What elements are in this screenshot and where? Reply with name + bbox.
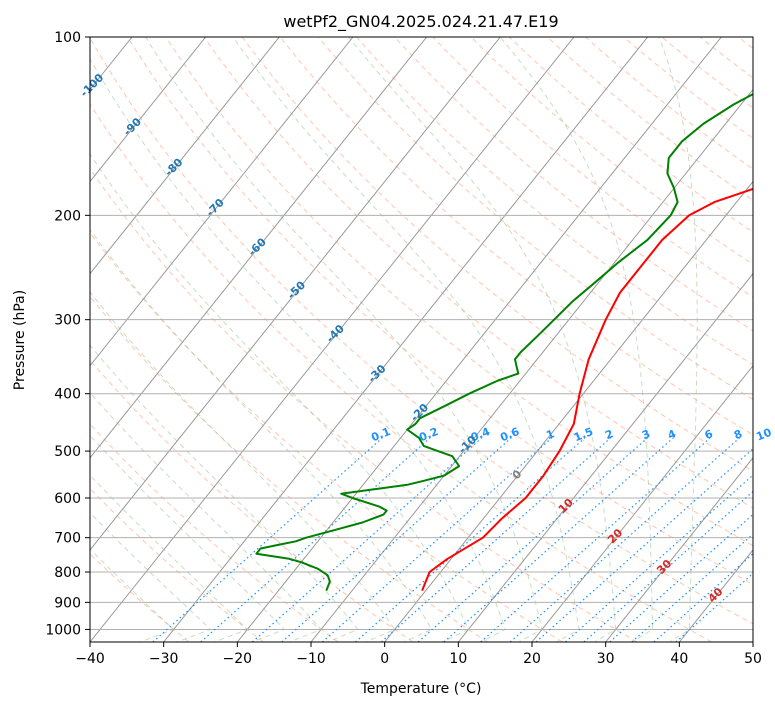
mixing-ratio-line: [583, 490, 753, 642]
x-axis-title: Temperature (°C): [360, 681, 482, 697]
moist-adiabat: [658, 37, 698, 642]
dry-adiabat: [127, 37, 753, 585]
moist-adiabat: [145, 37, 543, 642]
isotherm-line: [531, 364, 753, 642]
isotherm-line: [90, 37, 207, 183]
moist-adiabat: [90, 511, 212, 642]
isotherm-line: [90, 37, 428, 459]
mixing-ratio-line: [355, 437, 586, 642]
mixing-ratio-label: 8: [732, 427, 744, 442]
dry-adiabat: [90, 295, 488, 642]
plot-background: [90, 37, 753, 642]
mixing-ratio-line: [321, 437, 553, 642]
dry-adiabat: [547, 37, 753, 201]
isotherm-line: [310, 88, 753, 642]
x-tick-label: −30: [149, 651, 179, 667]
mixing-ratio-line: [251, 437, 483, 642]
mixing-ratio-label: 1: [544, 427, 556, 442]
moist-adiabat: [90, 434, 286, 642]
isotherm-line: [384, 180, 753, 642]
y-tick-label: 300: [54, 313, 81, 329]
dry-adiabat: [90, 167, 638, 642]
isotherm-line: [90, 37, 575, 642]
x-tick-label: 30: [597, 651, 615, 667]
dry-adiabat: [90, 487, 264, 642]
dry-adiabat: [203, 37, 753, 509]
moist-adiabat: [90, 474, 249, 642]
moist-adiabat: [232, 37, 580, 642]
x-tick-label: 40: [670, 651, 688, 667]
axes: −40 −30 −20 −10 0 10 20 30 40 50 100 200 300 400 500 60…: [45, 30, 762, 667]
isotherm-line: [236, 37, 722, 642]
isotherm-line: [90, 37, 354, 367]
moist-adiabat: [348, 37, 617, 642]
dry-adiabat: [318, 37, 753, 401]
moist-adiabat: [90, 291, 396, 642]
mixing-ratio-line: [535, 448, 753, 642]
dry-adiabat: [165, 37, 753, 547]
y-tick-label: 700: [54, 531, 81, 547]
chart-title: wetPf2_GN04.2025.024.21.47.E19: [283, 12, 558, 32]
y-tick-label: 900: [54, 595, 81, 611]
isotherm-line: [0, 37, 58, 642]
mixing-ratio-line: [443, 437, 674, 642]
mixing-ratio-line: [509, 437, 740, 642]
mixing-ratio-line: [609, 513, 753, 642]
profile-lines: [255, 93, 753, 591]
y-tick-label: 500: [54, 444, 81, 460]
moist-adiabat: [90, 228, 433, 642]
mixing-ratio-line: [380, 437, 611, 642]
dry-adiabat: [90, 423, 339, 642]
mixing-ratio-line: [152, 437, 383, 642]
isotherm-line: [752, 641, 753, 642]
series-line-temperature: [421, 187, 753, 591]
isotherm-line: [457, 272, 753, 642]
moist-adiabat: [499, 37, 653, 642]
mixing-ratio-line: [480, 437, 711, 642]
mixing-ratio-label: 3: [640, 427, 652, 442]
y-axis-title: Pressure (hPa): [12, 290, 28, 390]
moist-adiabat: [90, 57, 506, 642]
dry-adiabat: [432, 37, 753, 298]
dry-adiabat: [470, 37, 753, 265]
y-tick-label: 1000: [45, 622, 81, 638]
dry-adiabat: [356, 37, 753, 366]
y-tick-label: 100: [54, 30, 81, 46]
y-tick-label: 600: [54, 491, 81, 507]
isotherm-line: [90, 37, 501, 551]
isotherm-line: [163, 37, 649, 642]
y-tick-label: 800: [54, 565, 81, 581]
dry-adiabat: [90, 37, 753, 625]
dry-adiabat: [508, 37, 753, 233]
mixing-ratio-line: [281, 437, 512, 642]
y-tick-label: 200: [54, 208, 81, 224]
x-tick-label: 50: [744, 651, 762, 667]
x-tick-label: −20: [223, 651, 253, 667]
isotherm-line: [90, 37, 280, 275]
x-tick-label: −10: [296, 651, 326, 667]
x-tick-label: −40: [75, 651, 105, 667]
mixing-ratio-label: 10: [754, 426, 773, 444]
mixing-ratio-line: [417, 437, 648, 642]
dry-adiabat: [90, 102, 712, 642]
isotherm-line: [605, 457, 753, 642]
moist-adiabat: [90, 548, 175, 642]
x-tick-label: 0: [380, 651, 389, 667]
x-tick-label: 10: [449, 651, 467, 667]
mixing-ratio-label: 2: [603, 427, 615, 442]
dry-adiabat: [279, 37, 753, 436]
series-line-dewpoint: [255, 93, 753, 591]
mixing-ratio-line: [200, 437, 431, 642]
y-tick-label: 400: [54, 387, 81, 403]
background-lines: [0, 37, 753, 642]
dry-adiabat: [394, 37, 753, 332]
plot-frame: [89, 36, 754, 643]
x-tick-label: 20: [523, 651, 541, 667]
mixing-ratio-line: [565, 474, 753, 642]
mixing-ratio-line: [631, 533, 753, 642]
